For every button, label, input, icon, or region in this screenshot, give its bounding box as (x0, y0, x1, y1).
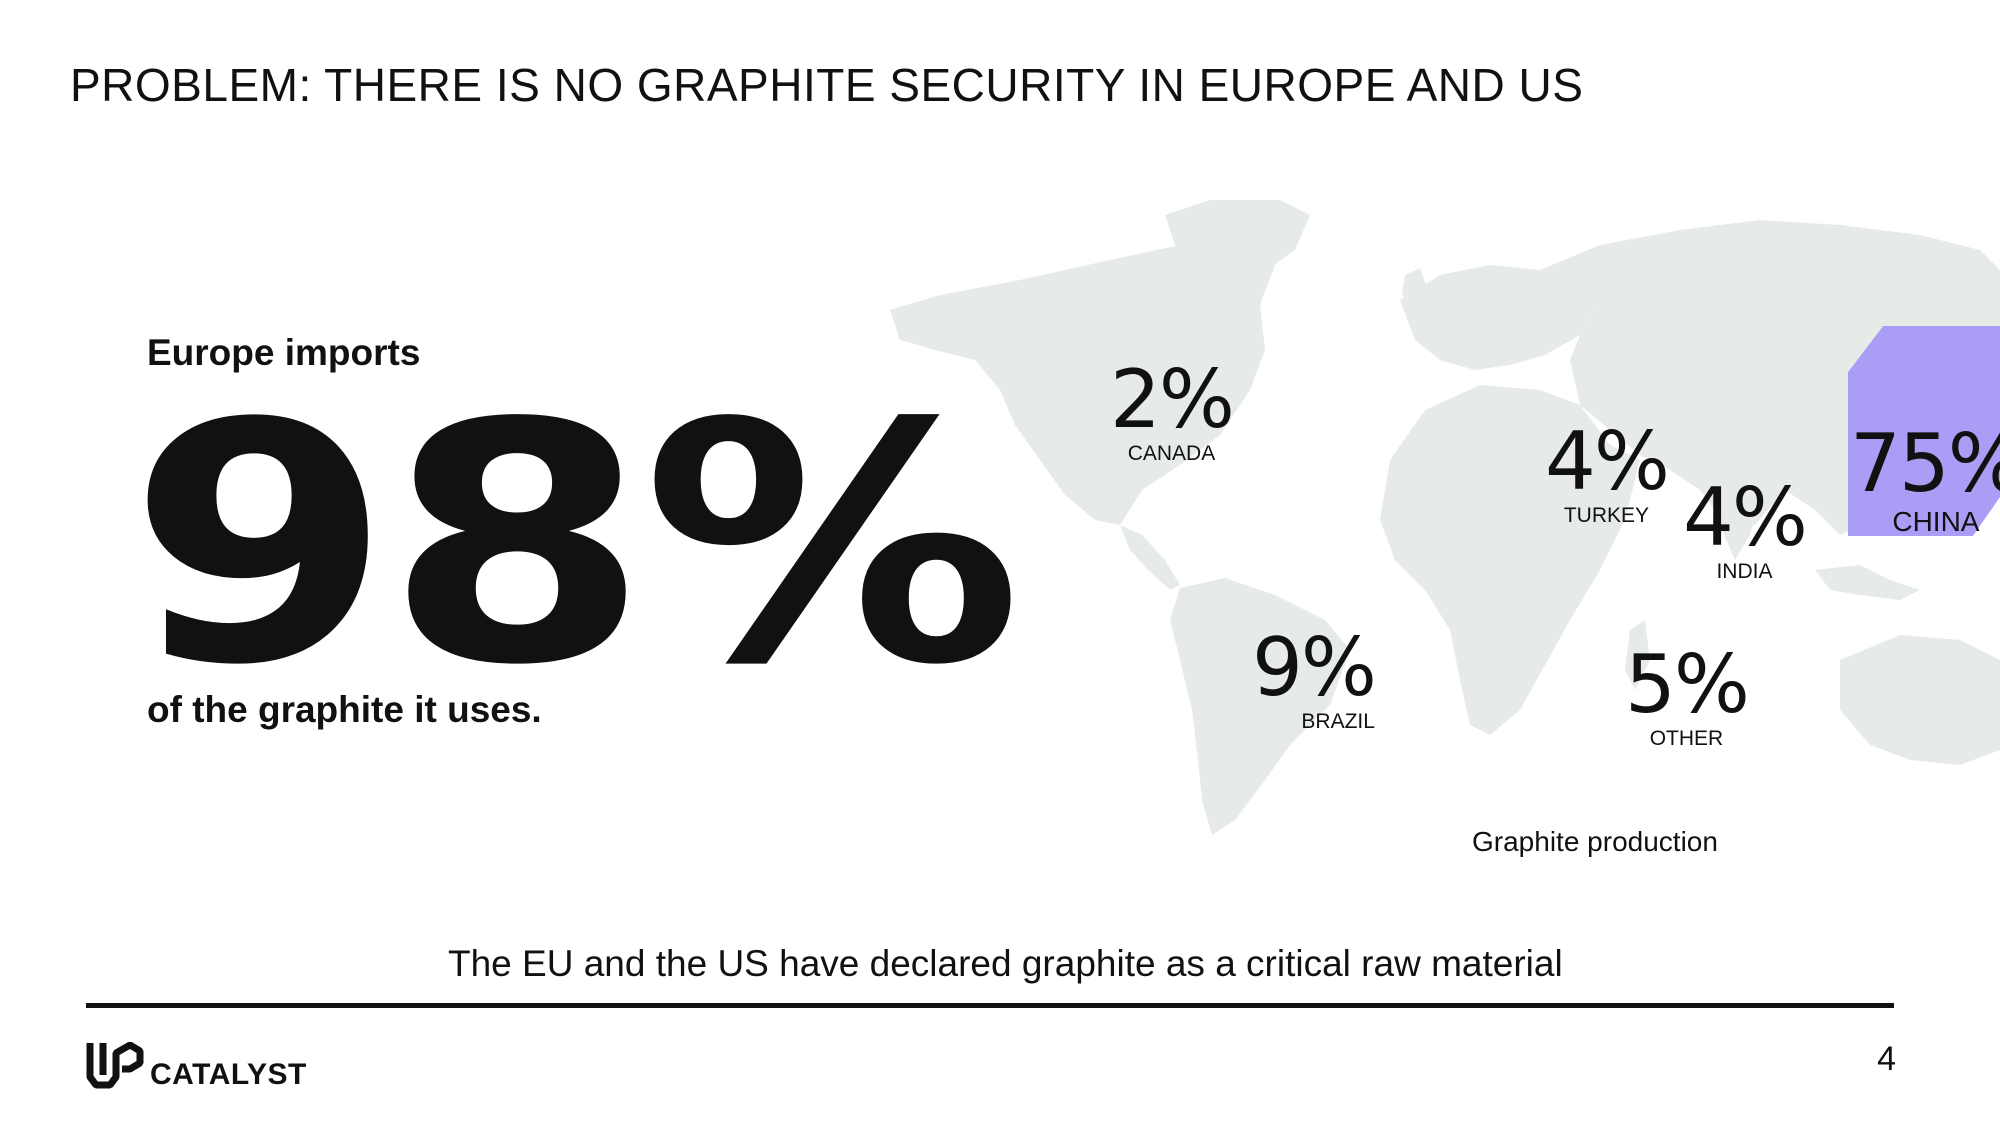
slide-title: PROBLEM: THERE IS NO GRAPHITE SECURITY I… (70, 59, 1584, 111)
stat-brazil: 9% BRAZIL (1252, 621, 1377, 734)
stat-india-name: INDIA (1716, 560, 1773, 583)
stat-other: 5% OTHER (1625, 638, 1750, 751)
greenland-shape (1165, 200, 1310, 285)
stat-china: 75% CHINA (1850, 424, 2000, 538)
stat-canada-name: CANADA (1127, 442, 1216, 465)
china-highlight (1848, 326, 2000, 536)
stat-turkey: 4% TURKEY (1545, 415, 1670, 528)
stat-canada-value: 2% (1110, 353, 1235, 446)
south-america-shape (1170, 578, 1350, 835)
stat-turkey-name: TURKEY (1563, 504, 1650, 527)
page-number: 4 (1877, 1040, 1896, 1078)
australia-shape (1840, 635, 2000, 765)
stat-brazil-name: BRAZIL (1301, 710, 1375, 733)
stat-other-name: OTHER (1649, 727, 1724, 750)
stat-india-value: 4% (1683, 471, 1808, 564)
imports-label: Europe imports (147, 332, 421, 373)
uses-label: of the graphite it uses. (147, 689, 542, 730)
madagascar-shape (1625, 620, 1650, 690)
footer-divider (86, 1003, 1894, 1008)
stat-brazil-value: 9% (1252, 621, 1377, 714)
north-america-shape (890, 235, 1280, 525)
indonesia-shape (1815, 565, 1920, 600)
stat-turkey-value: 4% (1545, 415, 1670, 508)
logo-text: CATALYST (150, 1058, 307, 1091)
stat-india: 4% INDIA (1683, 471, 1808, 584)
stat-canada: 2% CANADA (1110, 353, 1235, 466)
stat-china-value: 75% (1850, 417, 2000, 510)
company-logo: CATALYST (86, 1037, 346, 1093)
stat-other-value: 5% (1625, 638, 1750, 731)
africa-shape (1380, 385, 1640, 735)
critical-material-statement: The EU and the US have declared graphite… (448, 943, 1563, 984)
stat-china-name: CHINA (1892, 506, 1980, 537)
uk-shape (1402, 268, 1428, 305)
map-caption: Graphite production (1472, 826, 1718, 857)
central-america-shape (1120, 525, 1180, 590)
europe-shape (1400, 260, 1600, 370)
world-map (890, 200, 2000, 835)
india-peninsula-shape (1720, 490, 1760, 560)
up-catalyst-logo-icon (86, 1041, 144, 1089)
import-percentage: 98% (128, 353, 1023, 737)
